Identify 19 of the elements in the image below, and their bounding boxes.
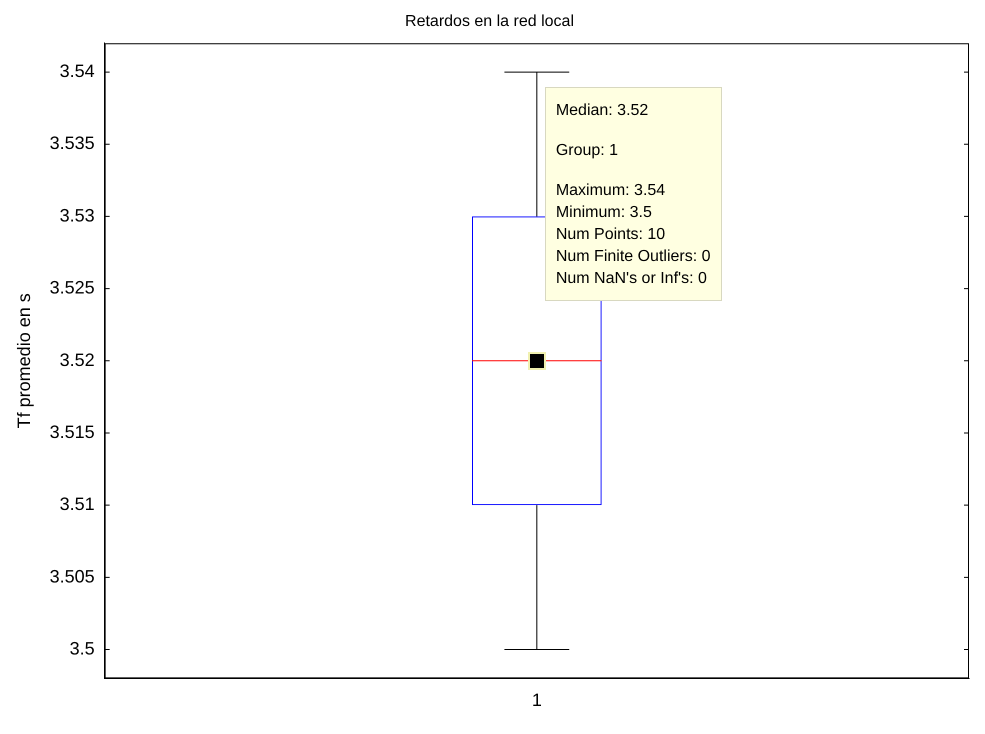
- y-tick-label: 3.535: [50, 133, 95, 154]
- y-tick-label: 3.51: [60, 494, 95, 514]
- y-tick-label: 3.515: [50, 422, 95, 442]
- annotation: Minimum: 3.5: [556, 203, 653, 224]
- annotation: Group: 1: [556, 141, 620, 162]
- y-tick-label: 3.53: [60, 205, 95, 226]
- annotation: Maximum: 3.54: [556, 181, 666, 202]
- annotation: Num Points: 10: [556, 225, 666, 246]
- y-tick-label: 3.5: [70, 638, 95, 658]
- annotation: Median: 3.52: [556, 101, 650, 122]
- annotation: Num Finite Outliers: 0: [556, 247, 711, 268]
- chart-title: Retardos en la red local: [405, 13, 574, 30]
- y-tick-label: 3.505: [50, 566, 95, 586]
- y-tick-label: 3.54: [60, 61, 95, 82]
- y-tick-label: 3.525: [50, 278, 95, 298]
- y-axis-title: Tf promedio en s: [14, 293, 34, 428]
- annotation: Num NaN's or Inf's: 0: [556, 269, 708, 290]
- x-tick-label: 1: [532, 690, 542, 710]
- y-tick-label: 3.52: [60, 350, 95, 370]
